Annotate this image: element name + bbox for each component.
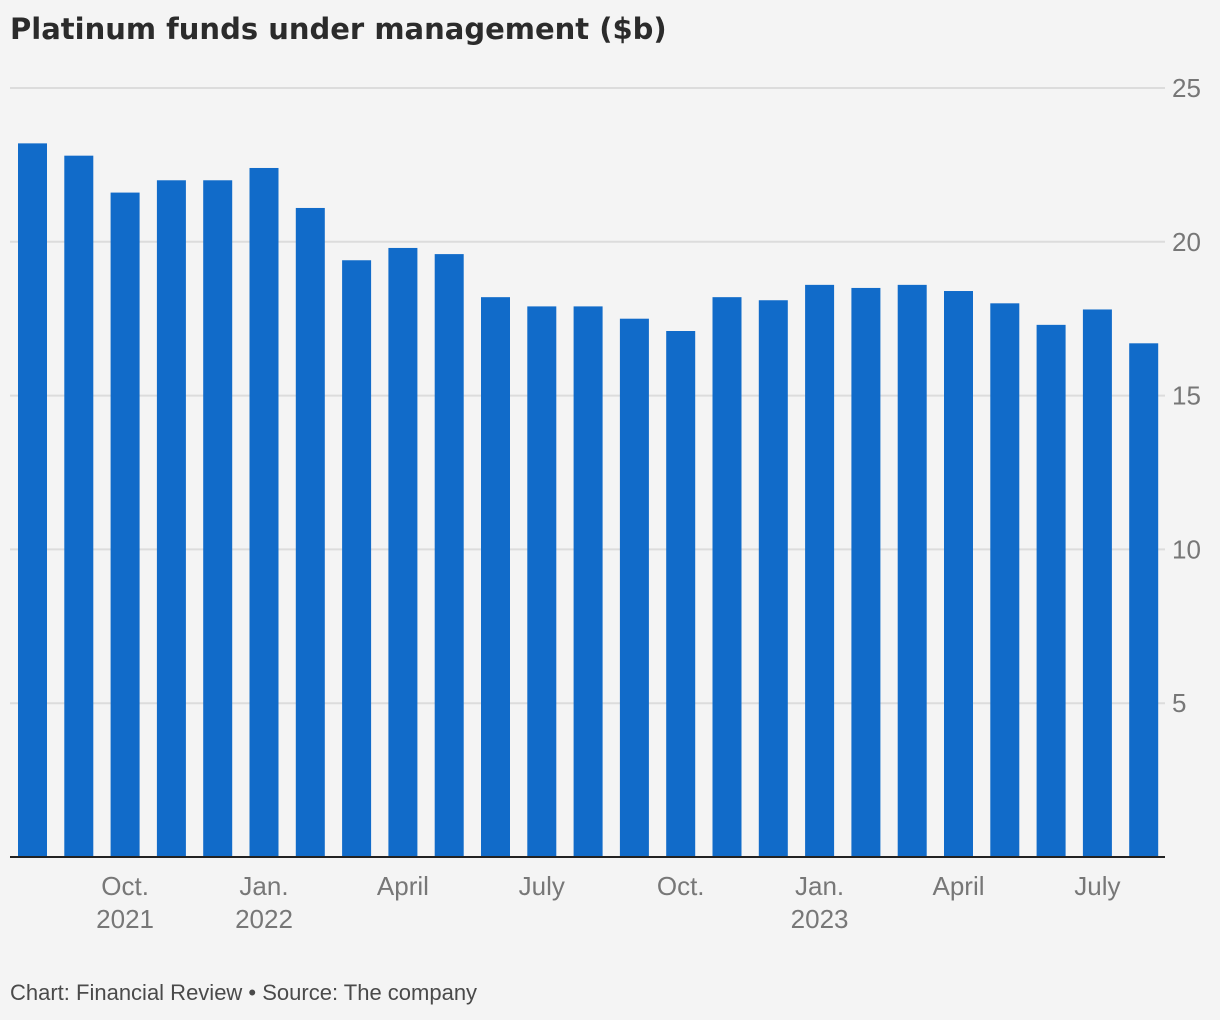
bar <box>897 284 927 857</box>
bar <box>758 300 788 857</box>
bar <box>388 247 418 857</box>
bar <box>619 318 649 857</box>
x-tick-year-label: 2023 <box>791 904 849 934</box>
bar <box>944 291 973 857</box>
bar <box>573 306 603 857</box>
x-tick-label: Jan. <box>795 871 844 901</box>
bar <box>1129 343 1159 858</box>
bar <box>990 303 1020 857</box>
bar <box>666 331 696 857</box>
x-tick-year-label: 2021 <box>96 904 154 934</box>
bar <box>1036 324 1066 857</box>
bar <box>712 297 742 858</box>
y-tick-label: 20 <box>1172 227 1201 257</box>
bar <box>851 287 881 857</box>
y-tick-label: 10 <box>1172 534 1201 564</box>
x-tick-label: April <box>377 871 429 901</box>
bar <box>249 167 279 857</box>
bar <box>342 260 372 858</box>
bar <box>64 155 94 857</box>
bar <box>295 207 325 858</box>
chart-title: Platinum funds under management ($b) <box>10 12 667 46</box>
bar <box>110 192 140 858</box>
x-tick-label: July <box>519 871 565 901</box>
bar <box>18 143 47 858</box>
bar <box>203 180 233 857</box>
y-tick-label: 15 <box>1172 381 1201 411</box>
x-tick-label: July <box>1074 871 1120 901</box>
x-tick-label: April <box>932 871 984 901</box>
chart-source-note: Chart: Financial Review • Source: The co… <box>10 980 478 1005</box>
bar <box>481 297 510 858</box>
x-tick-label: Jan. <box>239 871 288 901</box>
x-tick-label: Oct. <box>657 871 705 901</box>
bar <box>805 284 835 857</box>
x-tick-year-label: 2022 <box>235 904 293 934</box>
bar <box>1082 309 1112 857</box>
y-tick-label: 25 <box>1172 73 1201 103</box>
x-tick-label: Oct. <box>101 871 149 901</box>
bar <box>434 254 464 857</box>
y-tick-label: 5 <box>1172 688 1186 718</box>
bar <box>527 306 557 857</box>
bar <box>156 180 186 857</box>
